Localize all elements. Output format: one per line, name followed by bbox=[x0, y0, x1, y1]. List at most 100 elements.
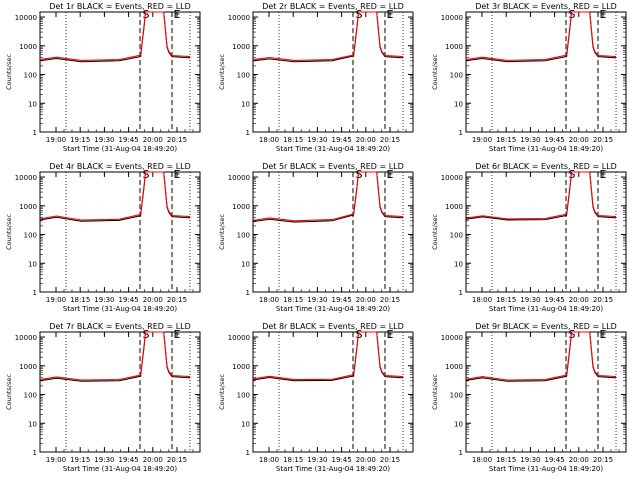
x-axis-label: Start Time (31-Aug-04 18:49:20) bbox=[276, 305, 390, 313]
y-axis-label: Counts/sec bbox=[431, 374, 439, 410]
panel-title: Det 7r BLACK = Events, RED = LLD bbox=[49, 322, 191, 331]
interval-end-marker: E bbox=[600, 328, 607, 341]
x-tick-label: 20:00 bbox=[569, 296, 589, 304]
plot-frame bbox=[465, 171, 627, 293]
x-tick-label: 18:00 bbox=[472, 456, 492, 464]
y-axis-label: Counts/sec bbox=[218, 214, 226, 250]
y-tick-label: 10 bbox=[454, 100, 463, 108]
y-tick-label: 1 bbox=[33, 449, 37, 457]
interval-end-marker: E bbox=[174, 8, 181, 21]
y-tick-label: 10000 bbox=[228, 334, 250, 342]
y-axis-label: Counts/sec bbox=[218, 374, 226, 410]
lld-series-line bbox=[39, 331, 191, 381]
panel-title: Det 8r BLACK = Events, RED = LLD bbox=[262, 322, 404, 331]
y-tick-label: 1 bbox=[459, 129, 463, 137]
x-tick-label: 20:00 bbox=[356, 296, 376, 304]
plot-frame bbox=[39, 171, 201, 293]
y-tick-label: 1 bbox=[246, 129, 250, 137]
x-tick-label: 20:15 bbox=[593, 456, 613, 464]
interval-end-marker: E bbox=[600, 8, 607, 21]
detector-panel: Det 3r BLACK = Events, RED = LLD 1 10 100 10… bbox=[431, 2, 627, 153]
y-tick-label: 10 bbox=[28, 260, 37, 268]
lld-series-line bbox=[39, 171, 191, 221]
x-tick-label: 18:15 bbox=[283, 456, 303, 464]
y-tick-label: 10000 bbox=[228, 174, 250, 182]
interval-start-marker: S bbox=[569, 328, 576, 341]
x-tick-label: 19:45 bbox=[545, 296, 565, 304]
plot-frame bbox=[39, 331, 201, 453]
detector-panel: Det 9r BLACK = Events, RED = LLD 1 10 100 10… bbox=[431, 322, 627, 473]
interval-start-marker: S bbox=[356, 168, 363, 181]
x-tick-label: 19:45 bbox=[119, 136, 139, 144]
y-axis-label: Counts/sec bbox=[5, 214, 13, 250]
x-tick-label: 20:00 bbox=[143, 456, 163, 464]
detector-panel: Det 4r BLACK = Events, RED = LLD 1 10 100 10… bbox=[5, 162, 201, 313]
interval-end-marker: E bbox=[174, 328, 181, 341]
events-series-line bbox=[39, 11, 191, 63]
lld-series-line bbox=[465, 171, 617, 220]
y-tick-label: 10 bbox=[241, 260, 250, 268]
x-tick-label: 19:30 bbox=[307, 456, 327, 464]
y-tick-label: 1 bbox=[246, 289, 250, 297]
y-tick-label: 100 bbox=[450, 392, 463, 400]
y-tick-label: 1 bbox=[459, 289, 463, 297]
y-tick-label: 1000 bbox=[445, 363, 463, 371]
x-tick-label: 18:00 bbox=[259, 296, 279, 304]
interval-start-marker: S bbox=[143, 8, 150, 21]
x-tick-label: 19:45 bbox=[119, 456, 139, 464]
interval-start-marker: S bbox=[569, 168, 576, 181]
panel-title: Det 5r BLACK = Events, RED = LLD bbox=[262, 162, 404, 171]
x-tick-label: 20:00 bbox=[356, 456, 376, 464]
x-tick-label: 19:30 bbox=[94, 136, 114, 144]
x-tick-label: 20:15 bbox=[593, 136, 613, 144]
x-tick-label: 18:00 bbox=[259, 456, 279, 464]
events-series-line bbox=[252, 171, 404, 223]
x-tick-label: 20:15 bbox=[167, 136, 187, 144]
y-tick-label: 10000 bbox=[441, 14, 463, 22]
y-tick-label: 100 bbox=[450, 232, 463, 240]
y-tick-label: 1000 bbox=[445, 203, 463, 211]
interval-start-marker: S bbox=[143, 168, 150, 181]
interval-start-marker: S bbox=[356, 8, 363, 21]
lld-series-line bbox=[39, 11, 191, 61]
x-tick-label: 19:45 bbox=[332, 296, 352, 304]
x-tick-label: 20:00 bbox=[143, 296, 163, 304]
y-tick-label: 100 bbox=[237, 232, 250, 240]
x-axis-label: Start Time (31-Aug-04 18:49:20) bbox=[63, 305, 177, 313]
y-tick-label: 100 bbox=[450, 72, 463, 80]
y-tick-label: 1000 bbox=[19, 203, 37, 211]
interval-end-marker: E bbox=[387, 8, 394, 21]
y-tick-label: 10 bbox=[454, 260, 463, 268]
panel-title: Det 2r BLACK = Events, RED = LLD bbox=[262, 2, 404, 11]
detector-panel: Det 1r BLACK = Events, RED = LLD 1 10 100 10… bbox=[5, 2, 201, 153]
x-axis-label: Start Time (31-Aug-04 18:49:20) bbox=[276, 465, 390, 473]
panel-title: Det 9r BLACK = Events, RED = LLD bbox=[475, 322, 617, 331]
y-tick-label: 1000 bbox=[445, 43, 463, 51]
x-tick-label: 19:45 bbox=[332, 456, 352, 464]
x-tick-label: 19:45 bbox=[545, 456, 565, 464]
y-tick-label: 1000 bbox=[19, 363, 37, 371]
y-tick-label: 10000 bbox=[15, 14, 37, 22]
plot-frame bbox=[252, 331, 414, 453]
x-tick-label: 19:30 bbox=[520, 136, 540, 144]
events-series-line bbox=[465, 11, 617, 63]
x-tick-label: 20:15 bbox=[167, 456, 187, 464]
x-tick-label: 20:15 bbox=[380, 296, 400, 304]
x-tick-label: 18:15 bbox=[496, 296, 516, 304]
y-tick-label: 10 bbox=[28, 420, 37, 428]
y-tick-label: 100 bbox=[24, 72, 37, 80]
y-tick-label: 10000 bbox=[15, 334, 37, 342]
y-axis-label: Counts/sec bbox=[431, 214, 439, 250]
detector-panel: Det 6r BLACK = Events, RED = LLD 1 10 100 10… bbox=[431, 162, 627, 313]
x-tick-label: 19:30 bbox=[94, 296, 114, 304]
x-tick-label: 20:15 bbox=[380, 136, 400, 144]
x-tick-label: 20:00 bbox=[569, 136, 589, 144]
plot-frame bbox=[39, 11, 201, 133]
y-tick-label: 10 bbox=[454, 420, 463, 428]
y-axis-label: Counts/sec bbox=[431, 54, 439, 90]
x-axis-label: Start Time (31-Aug-04 18:49:20) bbox=[489, 465, 603, 473]
x-tick-label: 19:30 bbox=[94, 456, 114, 464]
events-series-line bbox=[252, 11, 404, 63]
lld-series-line bbox=[465, 331, 617, 381]
